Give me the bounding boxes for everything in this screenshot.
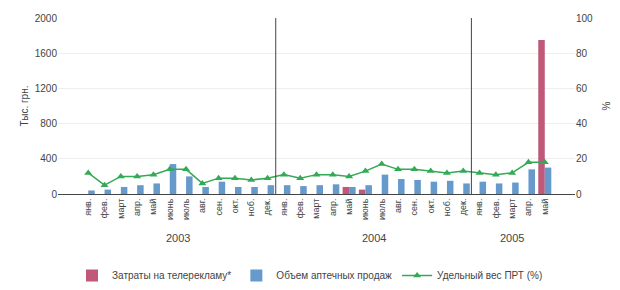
svg-text:авг.: авг. bbox=[393, 199, 403, 213]
svg-text:2003: 2003 bbox=[166, 232, 190, 244]
svg-text:100: 100 bbox=[576, 13, 593, 24]
svg-text:апр.: апр. bbox=[328, 199, 338, 216]
svg-text:400: 400 bbox=[40, 153, 57, 164]
svg-text:фев.: фев. bbox=[99, 199, 109, 219]
svg-text:800: 800 bbox=[40, 118, 57, 129]
svg-text:апр.: апр. bbox=[523, 199, 533, 216]
svg-text:Объем аптечных продаж: Объем аптечных продаж bbox=[276, 270, 392, 281]
svg-text:2004: 2004 bbox=[362, 232, 386, 244]
svg-text:апр.: апр. bbox=[132, 199, 142, 216]
svg-text:Затраты на телерекламу*: Затраты на телерекламу* bbox=[112, 270, 231, 281]
svg-text:март: март bbox=[507, 199, 517, 219]
svg-text:дек.: дек. bbox=[458, 199, 468, 216]
svg-text:сен.: сен. bbox=[409, 199, 419, 216]
svg-text:ноб.: ноб. bbox=[442, 199, 452, 217]
svg-text:Удельный вес ПРТ (%): Удельный вес ПРТ (%) bbox=[437, 270, 542, 281]
svg-text:янв.: янв. bbox=[474, 199, 484, 216]
svg-text:авг.: авг. bbox=[197, 199, 207, 213]
svg-text:60: 60 bbox=[576, 83, 588, 94]
svg-text:янв.: янв. bbox=[83, 199, 93, 216]
svg-text:2000: 2000 bbox=[35, 13, 58, 24]
svg-text:Тыс. грн.: Тыс. грн. bbox=[19, 86, 30, 127]
svg-text:июль: июль bbox=[181, 198, 191, 220]
svg-text:фев.: фев. bbox=[295, 199, 305, 219]
svg-text:дек.: дек. bbox=[263, 199, 273, 216]
svg-text:%: % bbox=[601, 101, 612, 110]
svg-text:июнь: июнь bbox=[360, 198, 370, 220]
svg-text:0: 0 bbox=[51, 189, 57, 200]
svg-text:фев.: фев. bbox=[491, 199, 501, 219]
svg-text:май: май bbox=[540, 199, 550, 215]
svg-text:1600: 1600 bbox=[35, 48, 58, 59]
svg-text:1200: 1200 bbox=[35, 83, 58, 94]
svg-text:июль: июль bbox=[377, 198, 387, 220]
svg-text:март: март bbox=[116, 199, 126, 219]
svg-text:янв.: янв. bbox=[279, 199, 289, 216]
svg-text:80: 80 bbox=[576, 48, 588, 59]
svg-text:май: май bbox=[148, 199, 158, 215]
svg-text:июнь: июнь bbox=[165, 198, 175, 220]
svg-text:сен.: сен. bbox=[214, 199, 224, 216]
svg-text:март: март bbox=[311, 199, 321, 219]
svg-text:ноб.: ноб. bbox=[246, 199, 256, 217]
svg-text:20: 20 bbox=[576, 153, 588, 164]
svg-text:май: май bbox=[344, 199, 354, 215]
svg-text:окт.: окт. bbox=[230, 199, 240, 214]
svg-text:окт.: окт. bbox=[426, 199, 436, 214]
svg-text:2005: 2005 bbox=[500, 232, 524, 244]
svg-text:0: 0 bbox=[576, 189, 582, 200]
svg-text:40: 40 bbox=[576, 118, 588, 129]
